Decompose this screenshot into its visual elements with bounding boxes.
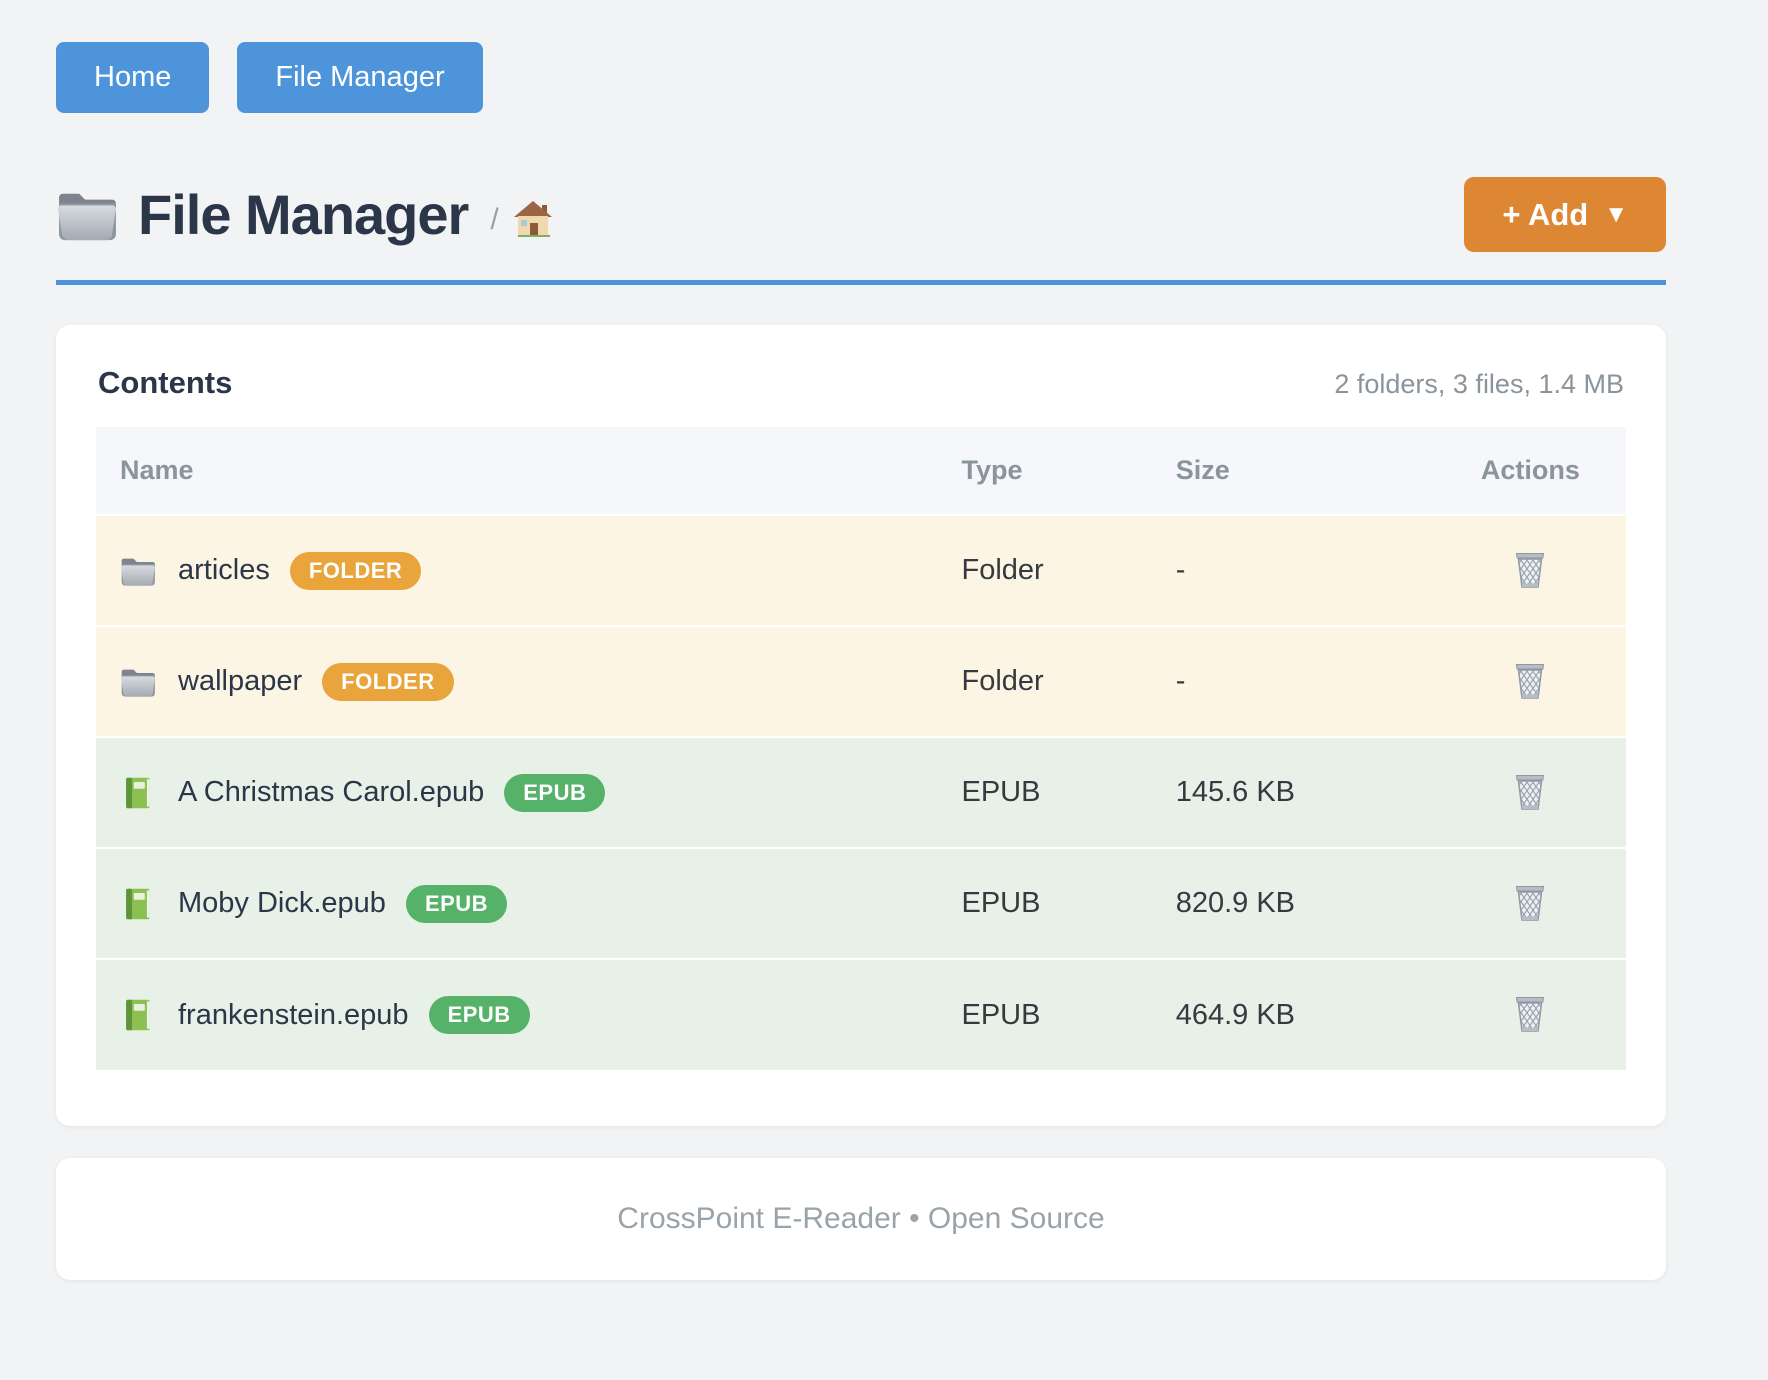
type-badge: FOLDER [322, 662, 454, 701]
file-name-link[interactable]: wallpaper [178, 665, 303, 697]
column-header-actions: Actions [1434, 427, 1626, 516]
folder-icon [56, 188, 118, 242]
breadcrumb-separator: / [490, 202, 499, 236]
file-type-icon [120, 998, 156, 1032]
size-cell: 464.9 KB [1151, 958, 1435, 1070]
file-name-link[interactable]: articles [178, 554, 270, 586]
table-row[interactable]: frankenstein.epub EPUB EPUB 464.9 KB [96, 958, 1626, 1070]
add-button-label: + Add [1502, 197, 1589, 232]
trash-icon [1512, 548, 1548, 590]
type-cell: EPUB [937, 958, 1152, 1070]
trash-icon [1512, 770, 1548, 812]
size-cell: - [1151, 514, 1435, 626]
table-row[interactable]: articles FOLDER Folder - [96, 514, 1626, 626]
type-cell: EPUB [937, 736, 1152, 848]
delete-button[interactable] [1508, 877, 1552, 927]
contents-title: Contents [98, 365, 233, 400]
type-badge: FOLDER [289, 551, 422, 590]
page-header: File Manager / + Add ▼ [56, 177, 1666, 252]
top-nav: Home File Manager [56, 42, 1666, 113]
table-row[interactable]: Moby Dick.epub EPUB EPUB 820.9 KB [96, 847, 1626, 959]
delete-button[interactable] [1508, 988, 1552, 1038]
type-badge: EPUB [428, 996, 530, 1034]
column-header-size: Size [1151, 427, 1435, 516]
trash-icon [1512, 881, 1548, 923]
file-type-icon [120, 776, 156, 810]
type-badge: EPUB [504, 773, 606, 812]
file-type-icon [120, 665, 156, 699]
file-type-icon [120, 887, 156, 921]
footer-text: CrossPoint E-Reader • Open Source [617, 1202, 1105, 1235]
page-title: File Manager [138, 183, 469, 246]
accent-divider [56, 280, 1666, 285]
file-name-link[interactable]: Moby Dick.epub [178, 887, 386, 919]
page: Home File Manager File Manager / + Add ▼… [56, 42, 1666, 1280]
contents-table-body: articles FOLDER Folder - wallpaper FOLDE… [96, 514, 1626, 1070]
type-badge: EPUB [405, 884, 508, 923]
chevron-down-icon: ▼ [1604, 200, 1628, 228]
delete-button[interactable] [1508, 766, 1552, 816]
type-cell: EPUB [937, 847, 1152, 959]
title-group: File Manager / [56, 182, 553, 247]
type-cell: Folder [937, 514, 1152, 626]
column-header-name: Name [96, 427, 938, 516]
table-row[interactable]: A Christmas Carol.epub EPUB EPUB 145.6 K… [96, 736, 1626, 848]
file-name-link[interactable]: A Christmas Carol.epub [178, 776, 485, 808]
delete-button[interactable] [1508, 544, 1552, 594]
add-button[interactable]: + Add ▼ [1464, 177, 1666, 252]
nav-file-manager-button[interactable]: File Manager [237, 42, 483, 113]
house-icon[interactable] [513, 199, 553, 239]
contents-table: Name Type Size Actions articles FOLDER F… [96, 427, 1626, 1070]
column-header-type: Type [937, 427, 1152, 516]
file-type-icon [120, 554, 156, 588]
trash-icon [1512, 992, 1548, 1034]
footer-card: CrossPoint E-Reader • Open Source [56, 1158, 1666, 1280]
nav-home-button[interactable]: Home [56, 42, 210, 113]
contents-summary: 2 folders, 3 files, 1.4 MB [1334, 369, 1624, 399]
type-cell: Folder [937, 625, 1152, 737]
size-cell: 145.6 KB [1151, 736, 1435, 848]
file-name-link[interactable]: frankenstein.epub [178, 998, 409, 1031]
size-cell: 820.9 KB [1151, 847, 1435, 959]
table-header-row: Name Type Size Actions [96, 427, 1626, 516]
contents-card: Contents 2 folders, 3 files, 1.4 MB Name… [56, 325, 1666, 1126]
size-cell: - [1151, 625, 1435, 737]
table-row[interactable]: wallpaper FOLDER Folder - [96, 625, 1626, 737]
trash-icon [1512, 659, 1548, 701]
delete-button[interactable] [1508, 655, 1552, 705]
